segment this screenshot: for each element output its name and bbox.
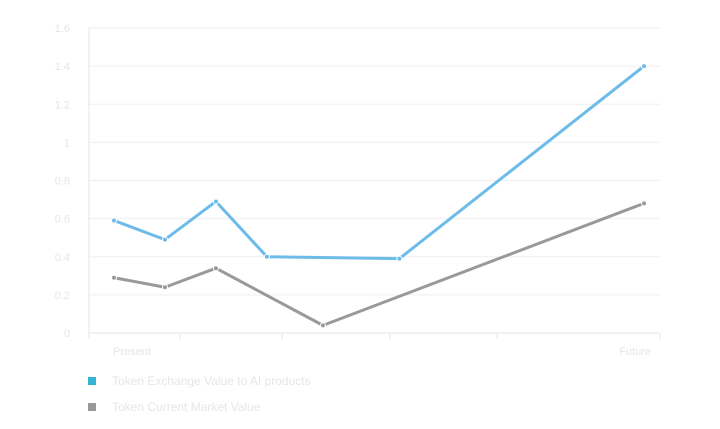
y-tick-label: 1 (64, 137, 70, 149)
data-point-0-5 (641, 63, 647, 70)
x-tick-label-future: Future (619, 346, 651, 358)
legend-swatch-token-market-value (88, 403, 96, 411)
series-line-1 (113, 201, 645, 327)
series-line-0 (113, 64, 645, 261)
data-point-0-3 (263, 253, 270, 260)
legend-item-token-market-value: Token Current Market Value (88, 400, 311, 414)
data-point-0-0 (111, 217, 117, 224)
y-tick-label: 0.4 (55, 252, 70, 264)
y-tick-label: 1.6 (55, 23, 70, 35)
data-point-0-2 (212, 198, 219, 205)
y-tick-label: 1.4 (55, 61, 70, 73)
legend-swatch-token-exchange-value (88, 377, 96, 385)
data-point-0-1 (161, 236, 168, 243)
y-tick-label: 0.8 (55, 176, 70, 188)
data-point-1-1 (161, 284, 168, 291)
data-point-1-3 (319, 322, 326, 329)
data-point-0-4 (396, 255, 403, 262)
legend-label-token-exchange-value: Token Exchange Value to AI products (112, 374, 311, 388)
legend: Token Exchange Value to AI products Toke… (88, 374, 311, 426)
legend-item-token-exchange-value: Token Exchange Value to AI products (88, 374, 311, 388)
legend-label-token-market-value: Token Current Market Value (112, 400, 261, 414)
y-tick-label: 0.2 (55, 290, 70, 302)
y-tick-label: 1.2 (55, 99, 70, 111)
data-point-1-4 (641, 200, 647, 207)
y-tick-label: 0 (64, 328, 70, 340)
x-tick-label-present: Present (113, 346, 151, 358)
y-tick-label: 0.6 (55, 214, 70, 226)
data-point-1-2 (212, 265, 219, 272)
data-point-1-0 (111, 274, 117, 281)
